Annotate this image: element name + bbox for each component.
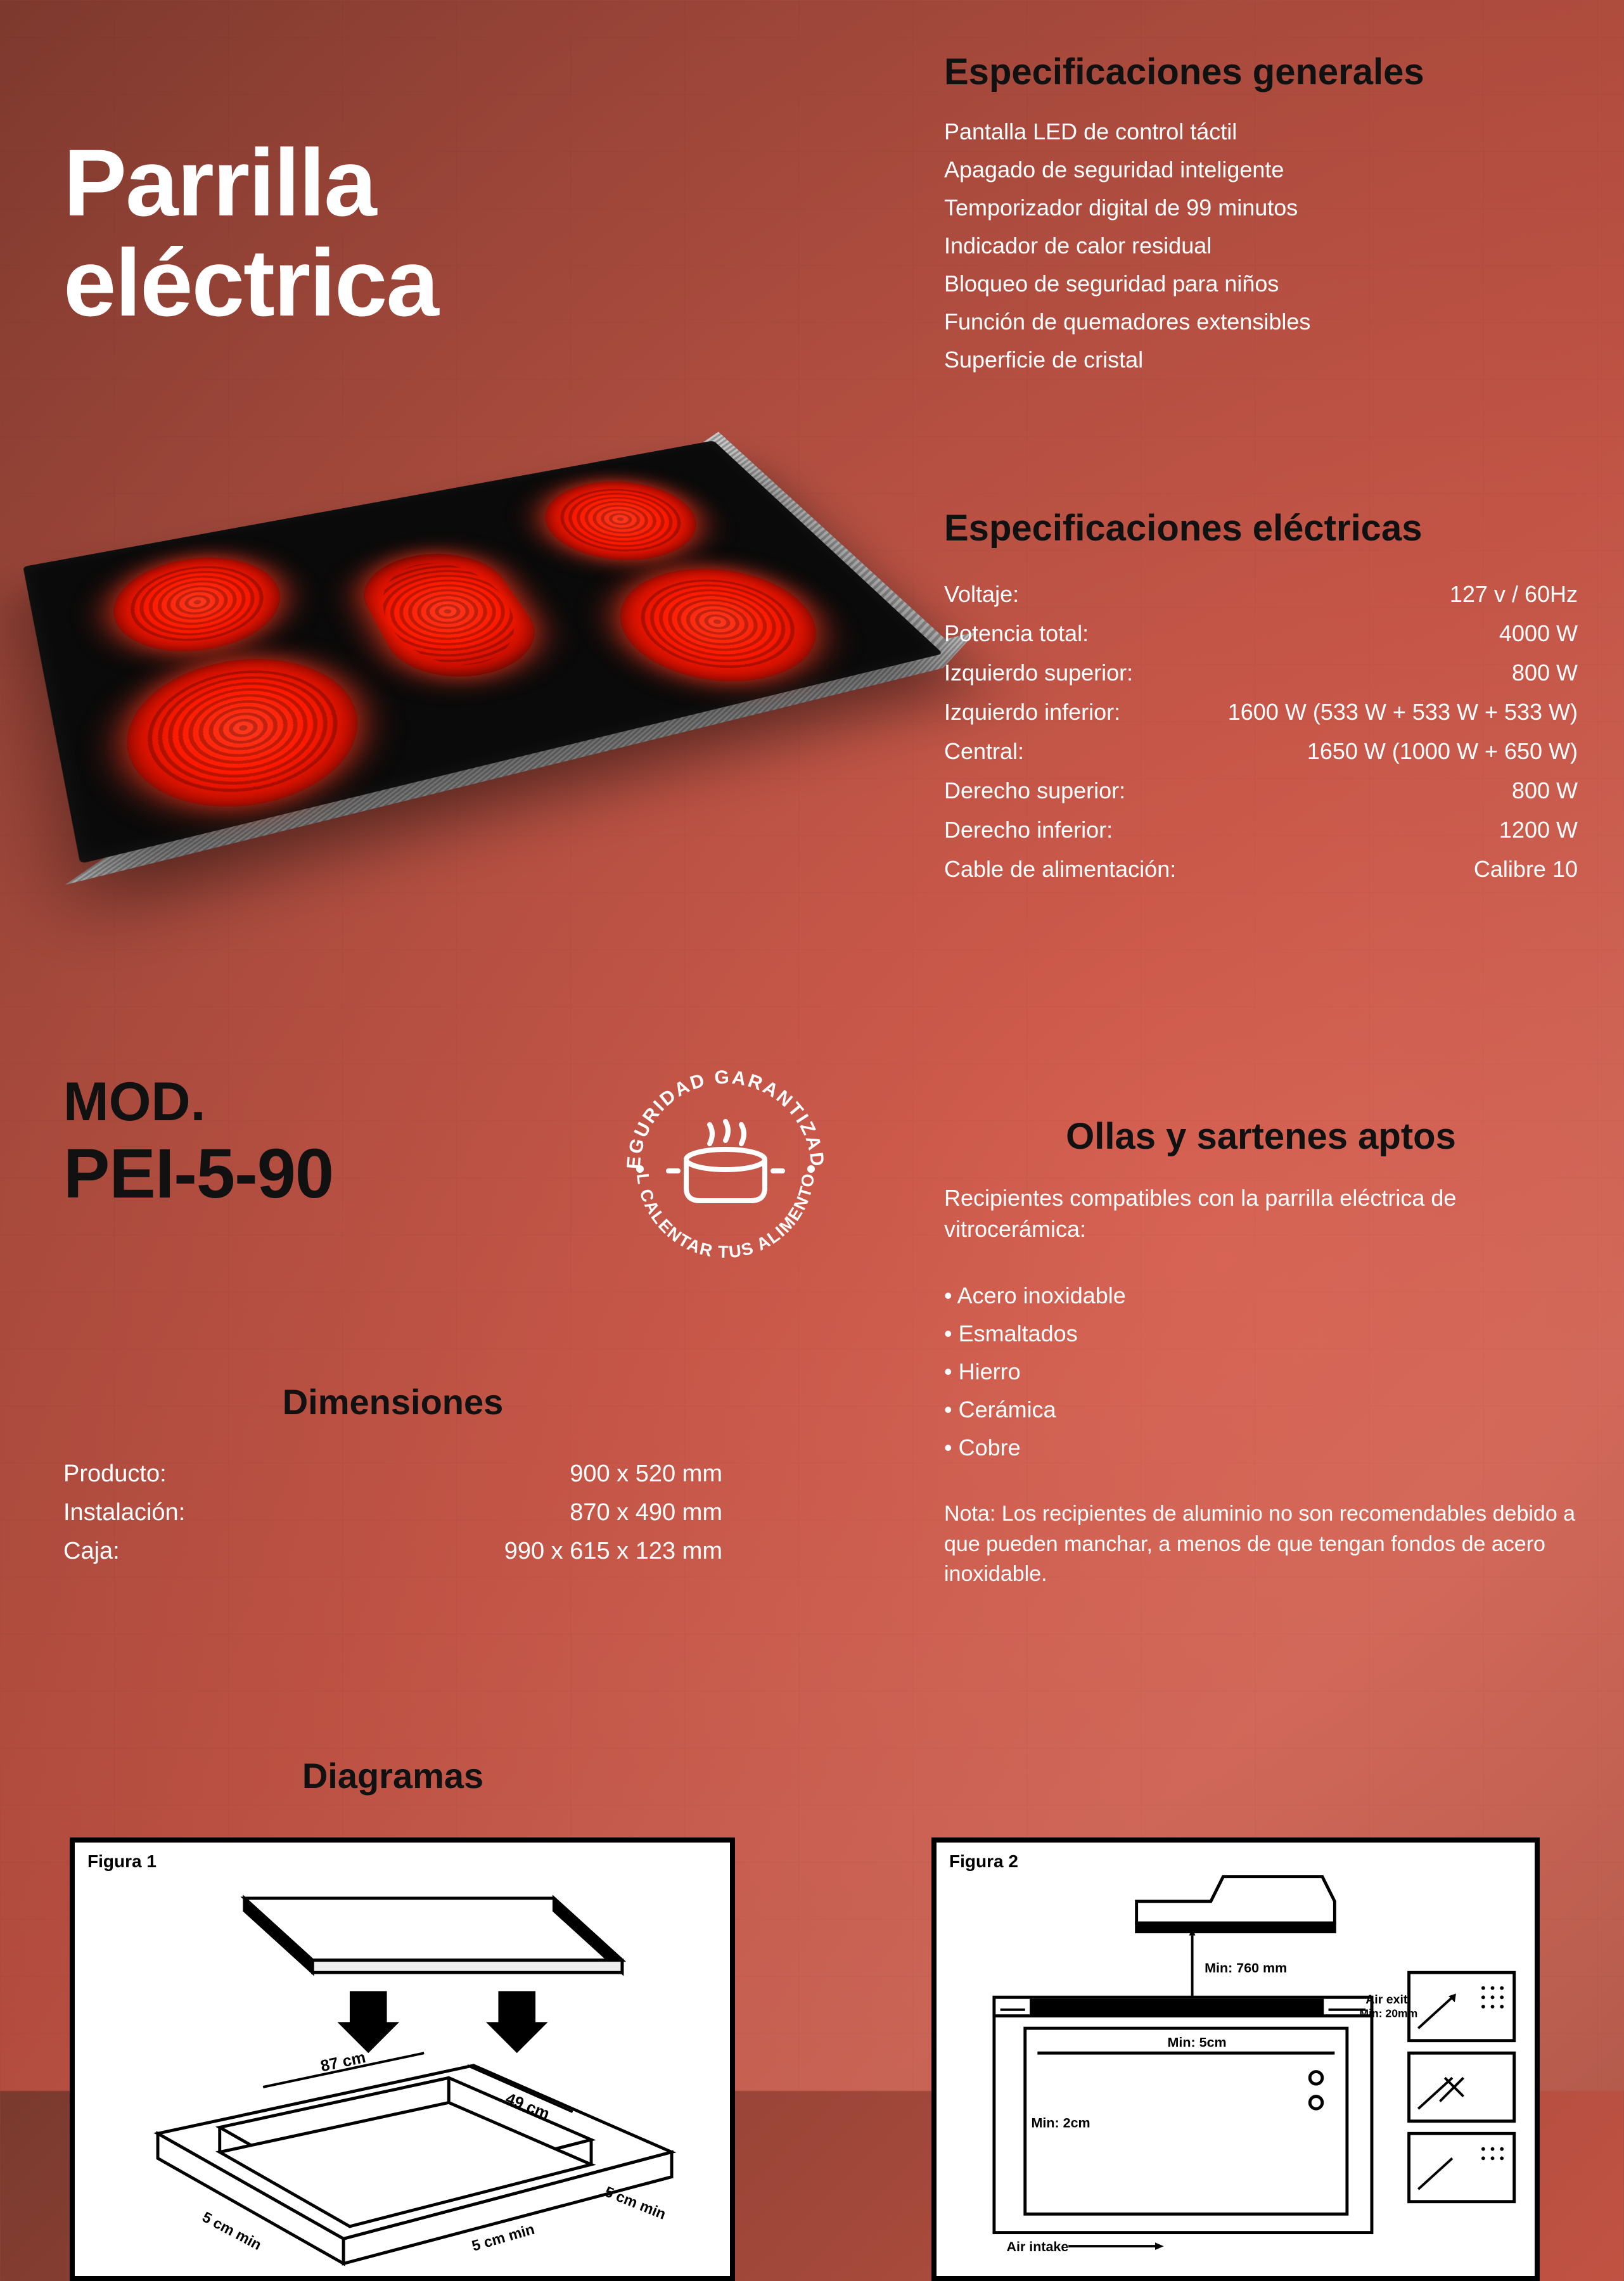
- electrical-specs-heading: Especificaciones eléctricas: [944, 507, 1578, 549]
- model-code: PEI-5-90: [63, 1134, 333, 1214]
- electrical-specs: Especificaciones eléctricas Voltaje:127 …: [944, 507, 1578, 889]
- dimensions-heading: Dimensiones: [63, 1381, 722, 1422]
- model-block: MOD. PEI-5-90: [63, 1071, 333, 1214]
- cookware-heading: Ollas y sartenes aptos: [944, 1115, 1578, 1158]
- title-line-1: Parrilla: [63, 133, 438, 233]
- model-label: MOD.: [63, 1071, 333, 1134]
- fig2-min-side: Min: 5cm: [1168, 2035, 1227, 2050]
- product-title: Parrilla eléctrica: [63, 133, 438, 333]
- dim-row: Instalación:870 x 490 mm: [63, 1499, 722, 1526]
- electrical-specs-rows: Voltaje:127 v / 60Hz Potencia total:4000…: [944, 575, 1578, 889]
- cookware-item: Cobre: [944, 1434, 1578, 1461]
- general-specs-list: Pantalla LED de control táctil Apagado d…: [944, 118, 1578, 373]
- fig2-air-intake: Air intake: [1006, 2239, 1068, 2254]
- cookware-note: Nota: Los recipientes de aluminio no son…: [944, 1499, 1578, 1590]
- fig2-min-top: Min: 760 mm: [1205, 1960, 1287, 1976]
- cookware-list: Acero inoxidable Esmaltados Hierro Cerám…: [944, 1282, 1578, 1461]
- guarantee-seal: SEGURIDAD GARANTIZADA AL CALENTAR TUS AL…: [608, 1052, 843, 1286]
- cookware-item: Acero inoxidable: [944, 1282, 1578, 1309]
- seal-top-text: SEGURIDAD GARANTIZADA: [608, 1052, 828, 1170]
- svg-text:SEGURIDAD GARANTIZADA: SEGURIDAD GARANTIZADA: [608, 1052, 828, 1170]
- fig1-clearance-3: 5 cm min: [200, 2209, 264, 2254]
- spec-item: Función de quemadores extensibles: [944, 309, 1578, 335]
- spec-item: Temporizador digital de 99 minutos: [944, 195, 1578, 221]
- title-line-2: eléctrica: [63, 233, 438, 333]
- cookware-item: Esmaltados: [944, 1320, 1578, 1347]
- general-specs: Especificaciones generales Pantalla LED …: [944, 51, 1578, 385]
- dimensions-section: Dimensiones Producto:900 x 520 mm Instal…: [63, 1381, 722, 1576]
- figure-1: Figura 1: [70, 1837, 735, 2281]
- spec-row: Izquierdo superior:800 W: [944, 653, 1578, 693]
- cookware-item: Hierro: [944, 1358, 1578, 1385]
- cookware-section: Ollas y sartenes aptos Recipientes compa…: [944, 1115, 1578, 1590]
- figure-2-label: Figura 2: [949, 1851, 1018, 1872]
- spec-row: Derecho superior:800 W: [944, 771, 1578, 810]
- spec-item: Superficie de cristal: [944, 347, 1578, 373]
- spec-row: Cable de alimentación:Calibre 10: [944, 850, 1578, 889]
- spec-item: Apagado de seguridad inteligente: [944, 157, 1578, 183]
- spec-row: Potencia total:4000 W: [944, 614, 1578, 653]
- figure-1-label: Figura 1: [87, 1851, 157, 1872]
- dim-row: Producto:900 x 520 mm: [63, 1460, 722, 1488]
- cookware-item: Cerámica: [944, 1396, 1578, 1423]
- spec-row: Voltaje:127 v / 60Hz: [944, 575, 1578, 614]
- dim-row: Caja:990 x 615 x 123 mm: [63, 1538, 722, 1565]
- fig2-min-gap: Min: 20mm: [1359, 2007, 1417, 2020]
- fig1-clearance-1: 5 cm min: [603, 2183, 668, 2223]
- figure-2: Figura 2: [931, 1837, 1540, 2281]
- spec-row: Izquierdo inferior:1600 W (533 W + 533 W…: [944, 693, 1578, 732]
- fig2-air-exit: Air exit: [1365, 1993, 1408, 2007]
- spec-item: Indicador de calor residual: [944, 233, 1578, 259]
- diagrams-heading: Diagramas: [63, 1755, 722, 1796]
- fig2-min-back: Min: 2cm: [1032, 2115, 1090, 2130]
- cookware-intro: Recipientes compatibles con la parrilla …: [944, 1183, 1578, 1244]
- spec-item: Pantalla LED de control táctil: [944, 118, 1578, 145]
- general-specs-heading: Especificaciones generales: [944, 51, 1578, 93]
- cooktop-illustration: [23, 440, 943, 864]
- pot-icon: [668, 1121, 783, 1201]
- spec-row: Derecho inferior:1200 W: [944, 810, 1578, 850]
- spec-row: Central:1650 W (1000 W + 650 W): [944, 732, 1578, 771]
- spec-item: Bloqueo de seguridad para niños: [944, 271, 1578, 297]
